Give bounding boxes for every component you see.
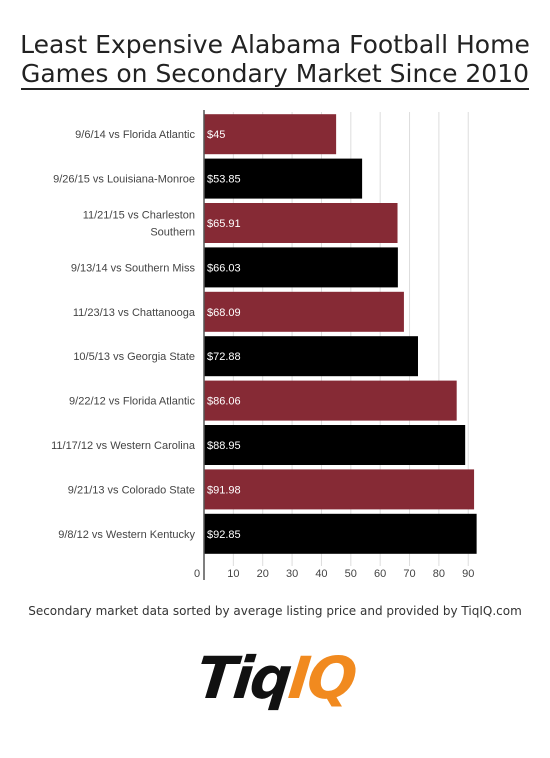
category-label-line: 9/26/15 vs Louisiana-Monroe xyxy=(53,174,195,186)
category-label: 9/6/14 vs Florida Atlantic xyxy=(75,129,195,141)
bar-value-label: $91.98 xyxy=(207,484,241,496)
bar xyxy=(204,336,418,377)
bar xyxy=(204,158,363,199)
x-tick-label: 60 xyxy=(374,568,386,580)
chart-title-line-2: Games on Secondary Market Since 2010 xyxy=(20,59,530,88)
category-label: 11/23/13 vs Chattanooga xyxy=(73,307,196,319)
tiqiq-logo: TiqIQ xyxy=(0,628,550,728)
title-underline xyxy=(21,88,529,90)
logo-tiq: Tiq xyxy=(192,644,293,712)
x-tick-label: 50 xyxy=(345,568,357,580)
bar-value-label: $53.85 xyxy=(207,174,241,186)
footnote: Secondary market data sorted by average … xyxy=(28,604,522,618)
category-label-line: 11/17/12 vs Western Carolina xyxy=(51,440,196,452)
bar-value-label: $86.06 xyxy=(207,396,241,408)
x-tick-label: 30 xyxy=(286,568,298,580)
x-tick-label: 10 xyxy=(227,568,239,580)
category-label-line: 10/5/13 vs Georgia State xyxy=(73,351,195,363)
x-tick-label: 40 xyxy=(315,568,327,580)
category-label-line: 9/8/12 vs Western Kentucky xyxy=(58,529,195,541)
bar-value-label: $68.09 xyxy=(207,307,241,319)
logo-iq: IQ xyxy=(284,644,357,712)
bar-value-label: $65.91 xyxy=(207,218,241,230)
bar xyxy=(204,425,466,465)
bar xyxy=(204,114,337,155)
bar-value-label: $92.85 xyxy=(207,529,241,541)
bars: $45 $53.85 $65.91 $66.03 $68.09 $72.88 $86.06 $… xyxy=(204,114,477,554)
bar xyxy=(204,203,398,243)
bar-value-label: $72.88 xyxy=(207,351,241,363)
category-label-line: 9/22/12 vs Florida Atlantic xyxy=(69,396,195,408)
bar xyxy=(204,247,398,288)
category-label-line: 9/13/14 vs Southern Miss xyxy=(71,262,196,274)
tiqiq-logo-text: TiqIQ xyxy=(193,644,357,712)
bar xyxy=(204,380,457,421)
category-label-line: 9/21/13 vs Colorado State xyxy=(68,484,195,496)
x-tick-label: 20 xyxy=(257,568,269,580)
x-tick-label: 0 xyxy=(194,568,200,580)
bar-value-label: $45 xyxy=(207,129,225,141)
category-label: 9/26/15 vs Louisiana-Monroe xyxy=(53,174,195,186)
chart-title-line-1: Least Expensive Alabama Football Home xyxy=(20,30,530,59)
bar xyxy=(204,291,404,332)
x-tick-label: 90 xyxy=(462,568,474,580)
bar xyxy=(204,513,477,554)
x-tick-label: 80 xyxy=(433,568,445,580)
category-label-line: Southern xyxy=(150,227,195,239)
category-label-line: 11/21/15 vs Charleston xyxy=(83,210,195,222)
category-label: 9/13/14 vs Southern Miss xyxy=(71,262,196,274)
category-label: 11/17/12 vs Western Carolina xyxy=(51,440,196,452)
bar-value-label: $88.95 xyxy=(207,440,241,452)
category-label: 10/5/13 vs Georgia State xyxy=(73,351,195,363)
bar xyxy=(204,469,475,510)
category-label: 9/22/12 vs Florida Atlantic xyxy=(69,396,195,408)
category-label: 9/8/12 vs Western Kentucky xyxy=(58,529,195,541)
x-axis-ticks: 0 10 20 30 40 50 60 70 80 90 xyxy=(194,568,474,580)
category-label: 9/21/13 vs Colorado State xyxy=(68,484,195,496)
x-tick-label: 70 xyxy=(403,568,415,580)
category-labels: 9/6/14 vs Florida Atlantic 9/26/15 vs Lou… xyxy=(51,129,196,541)
bar-value-label: $66.03 xyxy=(207,262,241,274)
bar-chart: $45 $53.85 $65.91 $66.03 $68.09 $72.88 $86.06 $… xyxy=(51,110,477,580)
category-label-line: 9/6/14 vs Florida Atlantic xyxy=(75,129,195,141)
category-label: 11/21/15 vs Charleston Southern xyxy=(83,210,195,239)
category-label-line: 11/23/13 vs Chattanooga xyxy=(73,307,196,319)
chart-title: Least Expensive Alabama Football Home Ga… xyxy=(0,30,550,88)
